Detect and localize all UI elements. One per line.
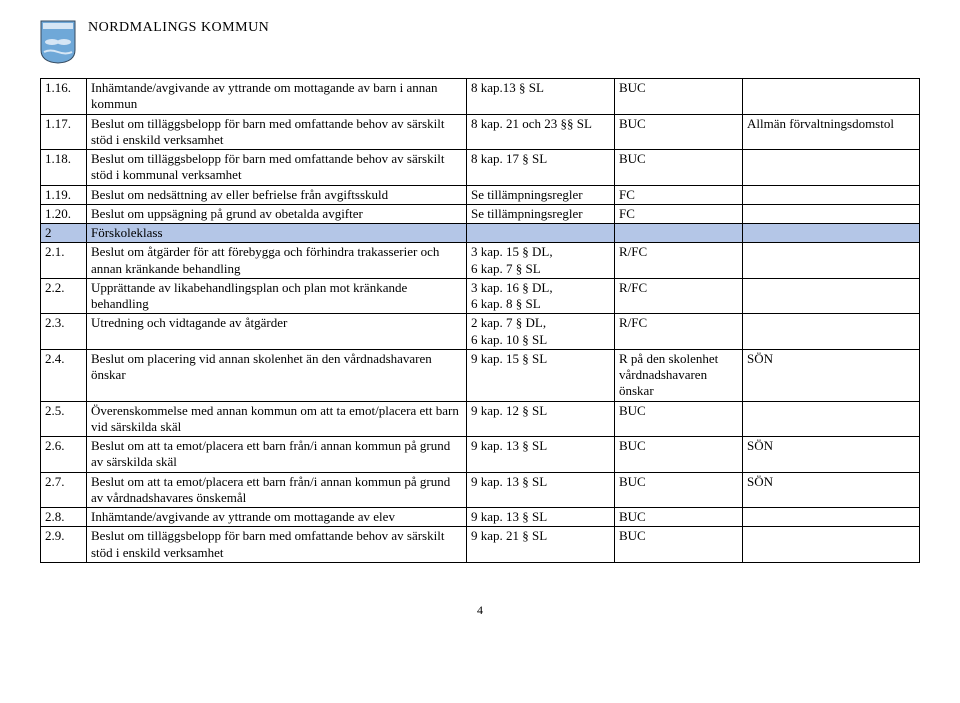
row-number: 2.2.	[41, 278, 87, 314]
row-delegate: BUC	[615, 437, 743, 473]
row-note	[743, 314, 920, 350]
row-number: 2.6.	[41, 437, 87, 473]
row-note	[743, 185, 920, 204]
row-reference: 2 kap. 7 § DL,6 kap. 10 § SL	[467, 314, 615, 350]
row-number: 1.17.	[41, 114, 87, 150]
row-delegate: FC	[615, 185, 743, 204]
row-number: 2.3.	[41, 314, 87, 350]
row-description: Inhämtande/avgivande av yttrande om mott…	[87, 508, 467, 527]
row-delegate: BUC	[615, 79, 743, 115]
table-row: 1.17.Beslut om tilläggsbelopp för barn m…	[41, 114, 920, 150]
row-reference: 9 kap. 21 § SL	[467, 527, 615, 563]
row-note	[743, 508, 920, 527]
row-description: Beslut om att ta emot/placera ett barn f…	[87, 472, 467, 508]
row-delegate: BUC	[615, 527, 743, 563]
row-number: 1.20.	[41, 204, 87, 223]
org-name: NORDMALINGS KOMMUN	[88, 20, 269, 36]
row-description: Beslut om åtgärder för att förebygga och…	[87, 243, 467, 279]
row-description: Beslut om nedsättning av eller befrielse…	[87, 185, 467, 204]
row-description: Beslut om tilläggsbelopp för barn med om…	[87, 527, 467, 563]
page-number: 4	[40, 603, 920, 618]
row-description: Inhämtande/avgivande av yttrande om mott…	[87, 79, 467, 115]
table-row: 2.3.Utredning och vidtagande av åtgärder…	[41, 314, 920, 350]
table-row: 2.4.Beslut om placering vid annan skolen…	[41, 349, 920, 401]
row-delegate: BUC	[615, 150, 743, 186]
row-description: Beslut om tilläggsbelopp för barn med om…	[87, 150, 467, 186]
municipality-crest-icon	[40, 20, 76, 64]
row-delegate: FC	[615, 204, 743, 223]
row-number: 2.1.	[41, 243, 87, 279]
row-reference: Se tillämpningsregler	[467, 185, 615, 204]
row-number: 1.19.	[41, 185, 87, 204]
row-delegate: R/FC	[615, 278, 743, 314]
row-reference: 9 kap. 13 § SL	[467, 472, 615, 508]
row-number: 2.8.	[41, 508, 87, 527]
row-number: 2.9.	[41, 527, 87, 563]
row-number: 2	[41, 224, 87, 243]
row-note	[743, 150, 920, 186]
row-note	[743, 204, 920, 223]
row-description: Överenskommelse med annan kommun om att …	[87, 401, 467, 437]
table-row: 1.18.Beslut om tilläggsbelopp för barn m…	[41, 150, 920, 186]
row-delegate: BUC	[615, 508, 743, 527]
row-number: 2.7.	[41, 472, 87, 508]
row-reference: 9 kap. 12 § SL	[467, 401, 615, 437]
row-delegate: R/FC	[615, 243, 743, 279]
row-reference: 3 kap. 15 § DL,6 kap. 7 § SL	[467, 243, 615, 279]
table-row: 1.20.Beslut om uppsägning på grund av ob…	[41, 204, 920, 223]
table-row: 2Förskoleklass	[41, 224, 920, 243]
row-delegate: BUC	[615, 472, 743, 508]
table-row: 2.5.Överenskommelse med annan kommun om …	[41, 401, 920, 437]
table-row: 2.1.Beslut om åtgärder för att förebygga…	[41, 243, 920, 279]
row-reference: 9 kap. 15 § SL	[467, 349, 615, 401]
row-delegate: R/FC	[615, 314, 743, 350]
row-description: Beslut om tilläggsbelopp för barn med om…	[87, 114, 467, 150]
table-row: 2.6.Beslut om att ta emot/placera ett ba…	[41, 437, 920, 473]
row-note: SÖN	[743, 472, 920, 508]
row-note	[743, 527, 920, 563]
table-row: 2.9.Beslut om tilläggsbelopp för barn me…	[41, 527, 920, 563]
row-note	[743, 401, 920, 437]
row-reference	[467, 224, 615, 243]
row-note	[743, 243, 920, 279]
row-note	[743, 224, 920, 243]
row-description: Beslut om uppsägning på grund av obetald…	[87, 204, 467, 223]
row-delegate: BUC	[615, 401, 743, 437]
row-description: Beslut om att ta emot/placera ett barn f…	[87, 437, 467, 473]
row-note	[743, 79, 920, 115]
row-reference: Se tillämpningsregler	[467, 204, 615, 223]
row-reference: 3 kap. 16 § DL,6 kap. 8 § SL	[467, 278, 615, 314]
row-note: SÖN	[743, 437, 920, 473]
row-delegate	[615, 224, 743, 243]
row-reference: 8 kap. 17 § SL	[467, 150, 615, 186]
row-description: Utredning och vidtagande av åtgärder	[87, 314, 467, 350]
row-reference: 9 kap. 13 § SL	[467, 508, 615, 527]
row-delegate: R på den skolenhet vårdnadshavaren önska…	[615, 349, 743, 401]
table-row: 1.19.Beslut om nedsättning av eller befr…	[41, 185, 920, 204]
row-description: Förskoleklass	[87, 224, 467, 243]
row-note: Allmän förvaltningsdomstol	[743, 114, 920, 150]
table-row: 1.16.Inhämtande/avgivande av yttrande om…	[41, 79, 920, 115]
row-note	[743, 278, 920, 314]
row-number: 2.5.	[41, 401, 87, 437]
table-row: 2.8.Inhämtande/avgivande av yttrande om …	[41, 508, 920, 527]
delegation-table: 1.16.Inhämtande/avgivande av yttrande om…	[40, 78, 920, 563]
row-number: 2.4.	[41, 349, 87, 401]
table-row: 2.7.Beslut om att ta emot/placera ett ba…	[41, 472, 920, 508]
row-delegate: BUC	[615, 114, 743, 150]
row-reference: 8 kap.13 § SL	[467, 79, 615, 115]
row-reference: 9 kap. 13 § SL	[467, 437, 615, 473]
row-number: 1.18.	[41, 150, 87, 186]
row-number: 1.16.	[41, 79, 87, 115]
table-row: 2.2.Upprättande av likabehandlingsplan o…	[41, 278, 920, 314]
row-description: Beslut om placering vid annan skolenhet …	[87, 349, 467, 401]
row-reference: 8 kap. 21 och 23 §§ SL	[467, 114, 615, 150]
row-description: Upprättande av likabehandlingsplan och p…	[87, 278, 467, 314]
page-header: NORDMALINGS KOMMUN	[40, 20, 920, 64]
row-note: SÖN	[743, 349, 920, 401]
